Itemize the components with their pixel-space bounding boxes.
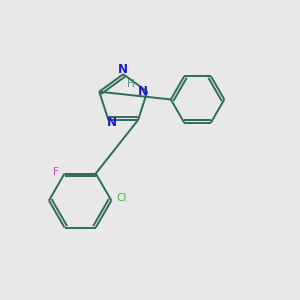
Text: N: N <box>107 116 117 129</box>
Text: Cl: Cl <box>117 193 127 202</box>
Text: N: N <box>118 63 128 76</box>
Text: F: F <box>53 167 59 177</box>
Text: N: N <box>138 85 148 98</box>
Text: H: H <box>127 79 135 89</box>
